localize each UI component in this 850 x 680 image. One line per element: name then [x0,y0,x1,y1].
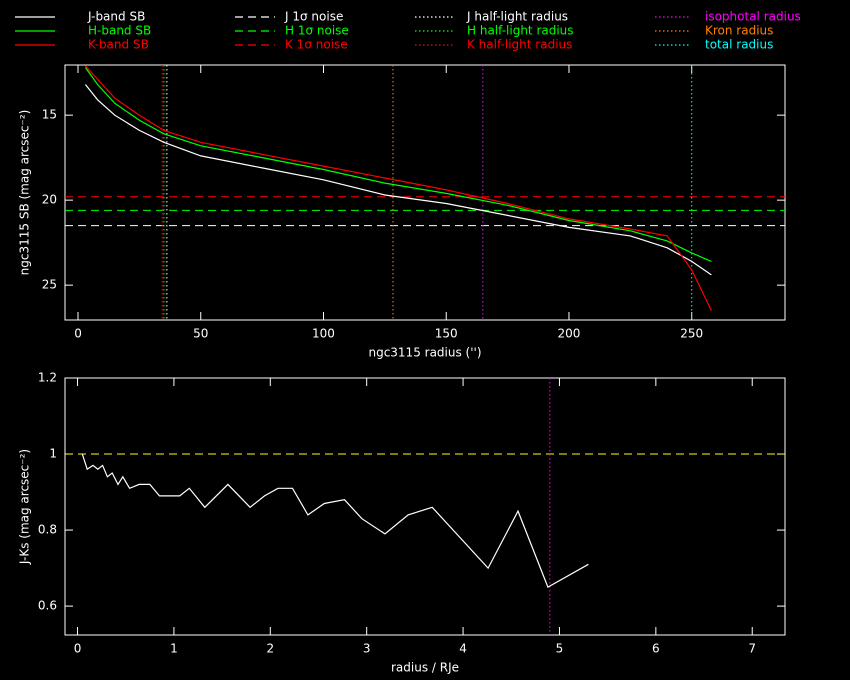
x-tick-label: 100 [312,327,335,341]
legend-label: K-band SB [88,38,149,52]
x-tick-label: 5 [556,642,564,656]
x-tick-label: 6 [652,642,660,656]
x-tick-label: 7 [748,642,756,656]
x-tick-label: 50 [193,327,208,341]
legend-label: H half-light radius [467,24,574,38]
x-tick-label: 200 [558,327,581,341]
y-tick-label: 0.6 [38,599,57,613]
x-tick-label: 4 [459,642,467,656]
profile-line [81,453,589,588]
y-tick-label: 1.2 [38,371,57,385]
y-axis-label: ngc3115 SB (mag arcsec⁻²) [18,110,32,276]
x-tick-label: 2 [266,642,274,656]
x-tick-label: 3 [363,642,371,656]
y-tick-label: 15 [42,108,57,122]
plot-frame [64,64,786,321]
x-tick-label: 0 [74,642,82,656]
x-axis-label: radius / RJe [391,661,459,675]
profile-line [84,67,712,262]
y-tick-label: 1 [49,447,57,461]
legend-label: K half-light radius [467,38,572,52]
x-tick-label: 250 [680,327,703,341]
x-tick-label: 0 [74,327,82,341]
y-tick-label: 25 [42,278,57,292]
y-tick-label: 0.8 [38,523,57,537]
legend-label: J half-light radius [466,10,568,24]
x-axis-label: ngc3115 radius ('') [368,346,481,360]
x-tick-label: 150 [435,327,458,341]
profile-line [84,84,712,276]
x-tick-label: 1 [170,642,178,656]
legend-label: J-band SB [87,10,145,24]
plot-frame [64,377,786,636]
legend-label: H 1σ noise [285,24,349,38]
legend-label: K 1σ noise [285,38,348,52]
y-axis-label: J-Ks (mag arcsec⁻²) [18,449,32,565]
legend-label: H-band SB [88,24,151,38]
profile-line [84,65,712,311]
legend-label: J 1σ noise [284,10,343,24]
legend-label: Kron radius [705,24,773,38]
legend-label: isophotal radius [705,10,801,24]
legend-label: total radius [705,38,773,52]
y-tick-label: 20 [42,193,57,207]
